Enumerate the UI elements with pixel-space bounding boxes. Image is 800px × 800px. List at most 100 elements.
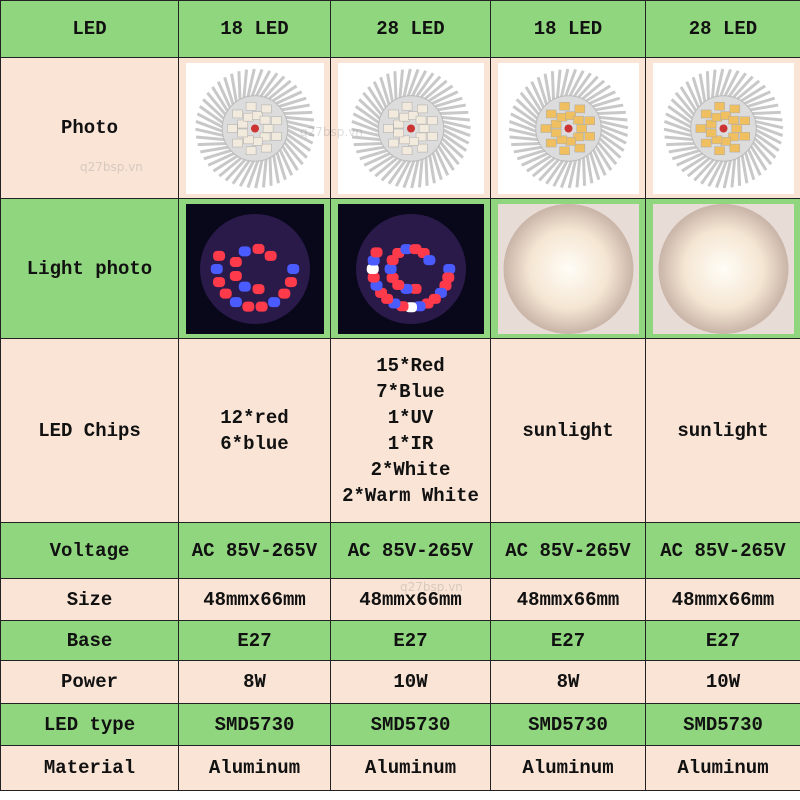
watermark: q27bsp.vn xyxy=(80,160,143,174)
header-text: 28 LED xyxy=(376,18,445,40)
value-text: 8W xyxy=(556,671,580,693)
light-photo xyxy=(337,203,484,334)
value-text: AC 85V-265V xyxy=(191,539,318,562)
value-cell xyxy=(330,57,491,199)
value-text: SMD5730 xyxy=(528,713,608,736)
value-text: 1*UV xyxy=(387,406,434,429)
value-cell xyxy=(490,57,646,199)
value-text: 10W xyxy=(393,671,428,693)
value-cell: Aluminum xyxy=(490,745,646,791)
value-text: 7*Blue xyxy=(376,380,445,403)
row-label: Photo xyxy=(0,57,179,199)
header-cell: 18 LED xyxy=(490,0,646,58)
light-photo xyxy=(185,203,324,334)
label-text: LED Chips xyxy=(38,419,141,442)
value-text: 15*Red xyxy=(376,354,445,377)
value-cell: 10W xyxy=(645,660,800,704)
value-cell: E27 xyxy=(490,620,646,661)
value-text: AC 85V-265V xyxy=(347,539,474,562)
value-text: 1*IR xyxy=(387,432,434,455)
value-cell: 12*red 6*blue xyxy=(178,338,331,523)
row-label: Material xyxy=(0,745,179,791)
value-text: SMD5730 xyxy=(370,713,451,736)
watermark: q27bsp.vn xyxy=(300,125,363,139)
value-cell: AC 85V-265V xyxy=(490,522,646,579)
value-cell: 48mmx66mm xyxy=(178,578,331,621)
header-text: 28 LED xyxy=(688,18,758,40)
label-text: Material xyxy=(43,757,136,779)
value-cell: SMD5730 xyxy=(178,703,331,746)
value-cell: Aluminum xyxy=(330,745,491,791)
value-cell: 48mmx66mm xyxy=(330,578,491,621)
light-photo xyxy=(652,203,794,334)
value-cell: AC 85V-265V xyxy=(645,522,800,579)
bulb-photo xyxy=(185,62,324,194)
value-cell: AC 85V-265V xyxy=(330,522,491,579)
value-cell: E27 xyxy=(178,620,331,661)
value-cell: sunlight xyxy=(645,338,800,523)
value-text: SMD5730 xyxy=(214,713,295,736)
value-cell: sunlight xyxy=(490,338,646,523)
label-text: Size xyxy=(66,588,113,611)
row-label: Power xyxy=(0,660,179,704)
row-label: Voltage xyxy=(0,522,179,579)
bulb-photo xyxy=(497,62,639,194)
value-text: AC 85V-265V xyxy=(505,539,631,562)
bulb-photo xyxy=(652,62,794,194)
header-text: LED xyxy=(72,18,107,40)
row-label: Base xyxy=(0,620,179,661)
value-text: E27 xyxy=(237,629,272,652)
value-text: 6*blue xyxy=(220,432,289,455)
value-text: 8W xyxy=(243,671,266,693)
value-text: 48mmx66mm xyxy=(203,588,306,611)
value-cell: E27 xyxy=(330,620,491,661)
value-cell: Aluminum xyxy=(178,745,331,791)
value-cell: 15*Red 7*Blue 1*UV 1*IR 2*White 2*Warm White xyxy=(330,338,491,523)
value-text: 48mmx66mm xyxy=(516,588,620,611)
header-cell: 28 LED xyxy=(645,0,800,58)
header-cell: LED xyxy=(0,0,179,58)
value-cell: 8W xyxy=(490,660,646,704)
value-cell xyxy=(645,198,800,339)
value-text: AC 85V-265V xyxy=(660,539,786,562)
value-text: 10W xyxy=(705,671,741,693)
header-text: 18 LED xyxy=(533,18,603,40)
value-cell xyxy=(330,198,491,339)
label-text: LED type xyxy=(43,713,136,736)
value-cell: 8W xyxy=(178,660,331,704)
value-text: Aluminum xyxy=(364,757,457,779)
row-label: LED type xyxy=(0,703,179,746)
value-cell: AC 85V-265V xyxy=(178,522,331,579)
value-text: 2*Warm White xyxy=(342,484,479,507)
value-text: SMD5730 xyxy=(683,713,763,736)
value-text: E27 xyxy=(393,629,428,652)
value-cell: 10W xyxy=(330,660,491,704)
value-text: Aluminum xyxy=(522,757,614,779)
value-text: sunlight xyxy=(522,419,614,442)
header-cell: 28 LED xyxy=(330,0,491,58)
value-text: 2*White xyxy=(370,458,451,481)
value-cell: SMD5730 xyxy=(490,703,646,746)
value-text: Aluminum xyxy=(677,757,769,779)
row-label: Light photo xyxy=(0,198,179,339)
value-text: Aluminum xyxy=(208,757,301,779)
value-cell xyxy=(490,198,646,339)
label-text: Voltage xyxy=(49,539,130,562)
label-text: Photo xyxy=(60,117,118,139)
value-text: 12*red xyxy=(220,406,289,429)
row-label: Size xyxy=(0,578,179,621)
value-text: 48mmx66mm xyxy=(671,588,775,611)
value-text: sunlight xyxy=(677,419,769,442)
value-cell xyxy=(178,57,331,199)
header-cell: 18 LED xyxy=(178,0,331,58)
label-text: Light photo xyxy=(26,257,153,280)
value-cell: SMD5730 xyxy=(330,703,491,746)
value-text: E27 xyxy=(705,629,741,652)
label-text: Power xyxy=(60,671,118,693)
label-text: Base xyxy=(66,629,113,652)
value-text: E27 xyxy=(550,629,586,652)
light-photo xyxy=(497,203,639,334)
value-cell: SMD5730 xyxy=(645,703,800,746)
value-cell: 48mmx66mm xyxy=(645,578,800,621)
